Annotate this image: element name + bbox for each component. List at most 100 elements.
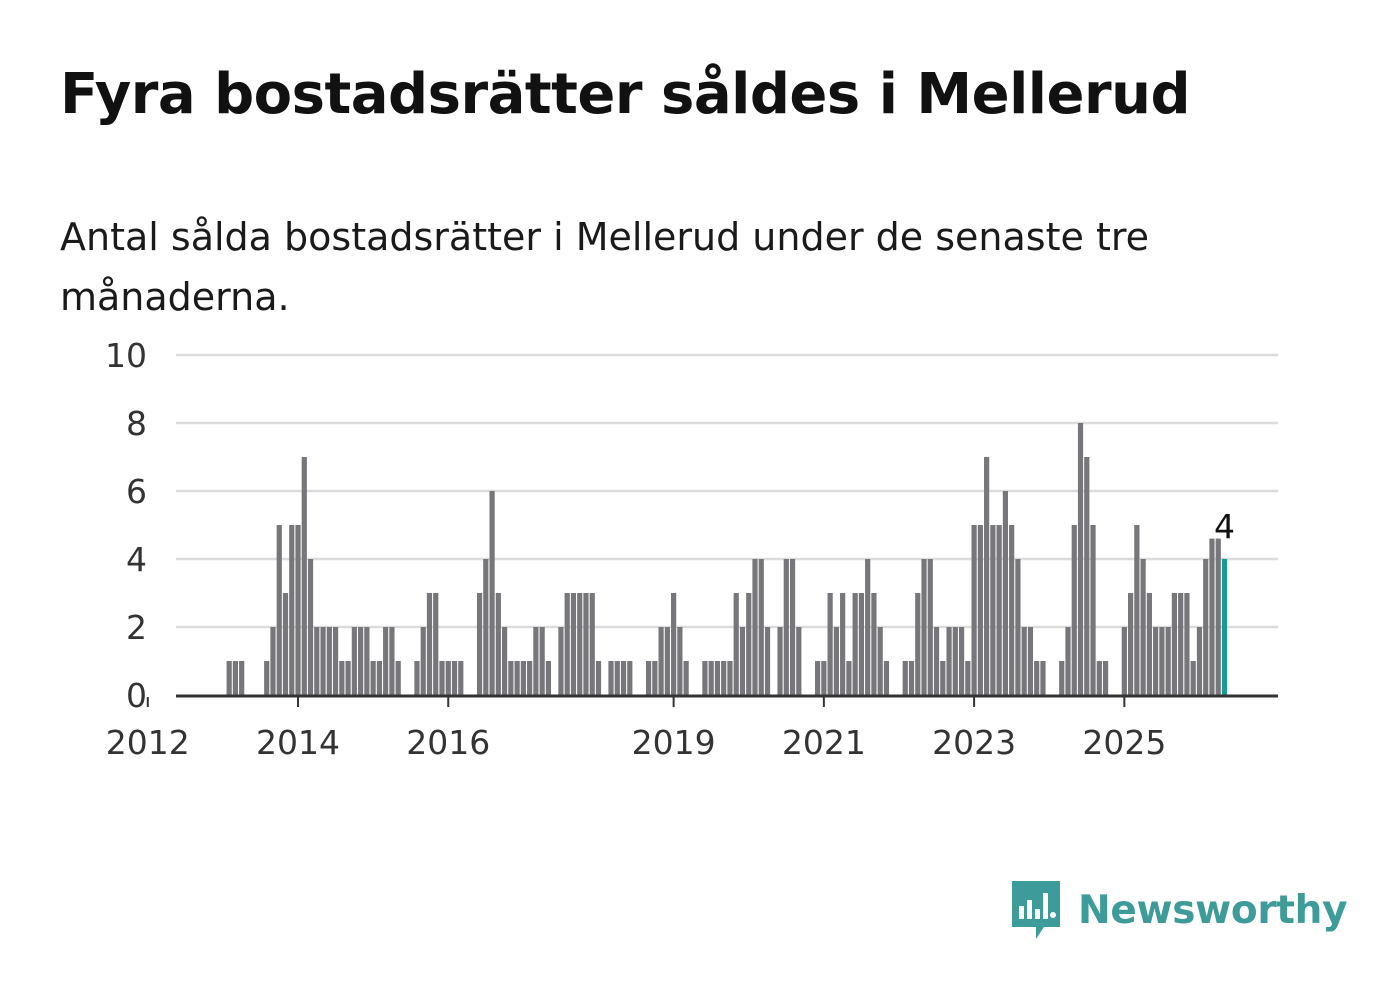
bar (645, 661, 652, 695)
bar (1059, 661, 1065, 695)
bar (1165, 627, 1171, 695)
bar (727, 661, 733, 695)
bar (339, 661, 345, 695)
bar (658, 627, 664, 695)
bar (289, 525, 295, 695)
bar (840, 593, 846, 695)
bar (426, 593, 433, 695)
bar (1209, 538, 1215, 695)
y-tick-label: 8 (126, 404, 147, 443)
bar (708, 661, 714, 695)
x-tick-label: 2012 (106, 723, 190, 762)
bar (314, 627, 320, 695)
bar (952, 627, 958, 695)
bar (921, 559, 927, 695)
bar (1009, 525, 1015, 695)
bar (358, 627, 364, 695)
bar (583, 593, 589, 695)
bar (307, 559, 314, 695)
bar (821, 661, 827, 695)
y-tick-label: 10 (105, 336, 147, 375)
bar (1034, 661, 1040, 695)
bar-highlighted (1221, 559, 1228, 695)
bar (539, 627, 545, 695)
bar (1171, 593, 1178, 695)
bar (1002, 491, 1008, 695)
bar (1178, 593, 1184, 695)
bar (984, 457, 990, 695)
bar (545, 661, 552, 695)
last-value-annotation: 4 (1214, 507, 1235, 546)
bar (721, 661, 727, 695)
bar (458, 661, 464, 695)
bar (702, 661, 708, 695)
bar (827, 593, 833, 695)
bar (940, 661, 946, 695)
bar (608, 661, 614, 695)
bar (301, 457, 307, 695)
bar (1040, 661, 1046, 695)
bar (389, 627, 395, 695)
bar (533, 627, 539, 695)
bar (1015, 559, 1021, 695)
bar (489, 491, 495, 695)
bar (652, 661, 658, 695)
bar (877, 627, 883, 695)
y-axis-ticks: 0 2 4 6 8 10 (105, 336, 147, 715)
bar (1134, 525, 1140, 695)
bar (445, 661, 451, 695)
bar (239, 661, 245, 695)
bar (789, 559, 796, 695)
bar (1027, 627, 1034, 695)
x-axis-ticks: 2012 2014 2016 2019 2021 2023 2025 (106, 697, 1166, 762)
bar (1121, 627, 1127, 695)
bar (476, 593, 483, 695)
bar (1084, 457, 1090, 695)
bar (746, 593, 752, 695)
bar (677, 627, 683, 695)
bar (595, 661, 602, 695)
bar (902, 661, 908, 695)
bar (1146, 593, 1152, 695)
bar (570, 593, 577, 695)
bar (865, 559, 871, 695)
bar (226, 661, 232, 695)
bar (971, 525, 977, 695)
bar (589, 593, 595, 695)
bar (232, 661, 239, 695)
bar (514, 661, 520, 695)
bar (739, 627, 746, 695)
bar (1102, 661, 1109, 695)
bar (871, 593, 877, 695)
bar (846, 661, 852, 695)
bar (264, 661, 270, 695)
bar (1128, 593, 1134, 695)
bar (977, 525, 983, 695)
bar (990, 525, 996, 695)
bar (376, 661, 382, 695)
bar (1140, 559, 1146, 695)
bar (276, 525, 282, 695)
bar (345, 661, 351, 695)
y-tick-label: 2 (126, 608, 147, 647)
bar (1203, 559, 1209, 695)
bar (1071, 525, 1077, 695)
bar (858, 593, 865, 695)
bar (796, 627, 802, 695)
bar (520, 661, 526, 695)
bar (915, 593, 921, 695)
bar (414, 661, 420, 695)
x-tick-label: 2016 (406, 723, 490, 762)
bar (764, 627, 771, 695)
bar (439, 661, 445, 695)
bar (451, 661, 458, 695)
x-tick-label: 2021 (782, 723, 866, 762)
bar (295, 525, 301, 695)
bar (320, 627, 326, 695)
bar (783, 559, 789, 695)
newsworthy-logo: Newsworthy (1010, 878, 1348, 942)
bar (614, 661, 620, 695)
bar (620, 661, 627, 695)
bar (996, 525, 1002, 695)
